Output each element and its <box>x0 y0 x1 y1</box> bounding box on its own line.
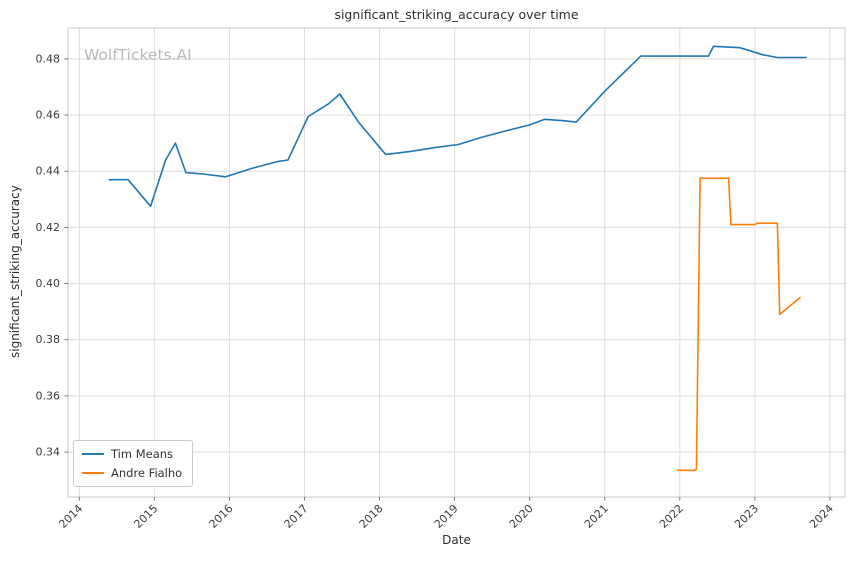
x-tick-label: 2016 <box>207 502 236 531</box>
x-tick-label: 2018 <box>357 502 386 531</box>
series-line-tim-means <box>108 45 807 208</box>
legend-item-label: Andre Fialho <box>111 466 183 480</box>
y-tick-label: 0.34 <box>36 446 61 459</box>
chart-title: significant_striking_accuracy over time <box>334 7 579 22</box>
x-tick-label: 2020 <box>507 502 536 531</box>
x-tick-label: 2022 <box>657 502 686 531</box>
legend: Tim Means Andre Fialho <box>73 440 194 487</box>
y-tick-label: 0.42 <box>36 221 61 234</box>
legend-item-label: Tim Means <box>111 447 174 461</box>
x-tick-label: 2021 <box>582 502 611 531</box>
legend-line-sample <box>82 472 104 474</box>
x-tick-label: 2014 <box>56 502 85 531</box>
y-tick-label: 0.44 <box>36 165 61 178</box>
x-axis-label: Date <box>442 533 471 547</box>
watermark: WolfTickets.AI <box>84 46 192 64</box>
x-tick-label: 2024 <box>807 502 836 531</box>
legend-item: Tim Means <box>82 447 182 461</box>
series-line-andre-fialho <box>676 177 801 472</box>
y-tick-label: 0.38 <box>36 333 61 346</box>
y-tick-label: 0.46 <box>36 109 61 122</box>
plot-border <box>67 27 846 498</box>
x-tick-label: 2023 <box>732 502 761 531</box>
y-tick-label: 0.48 <box>36 52 61 65</box>
y-axis-label: significant_striking_accuracy <box>8 185 22 358</box>
y-tick-label: 0.40 <box>36 277 61 290</box>
y-tick-label: 0.36 <box>36 389 61 402</box>
x-tick-label: 2019 <box>432 502 461 531</box>
x-tick-label: 2015 <box>131 502 160 531</box>
x-tick-label: 2017 <box>282 502 311 531</box>
legend-item: Andre Fialho <box>82 466 182 480</box>
legend-line-sample <box>82 453 104 455</box>
